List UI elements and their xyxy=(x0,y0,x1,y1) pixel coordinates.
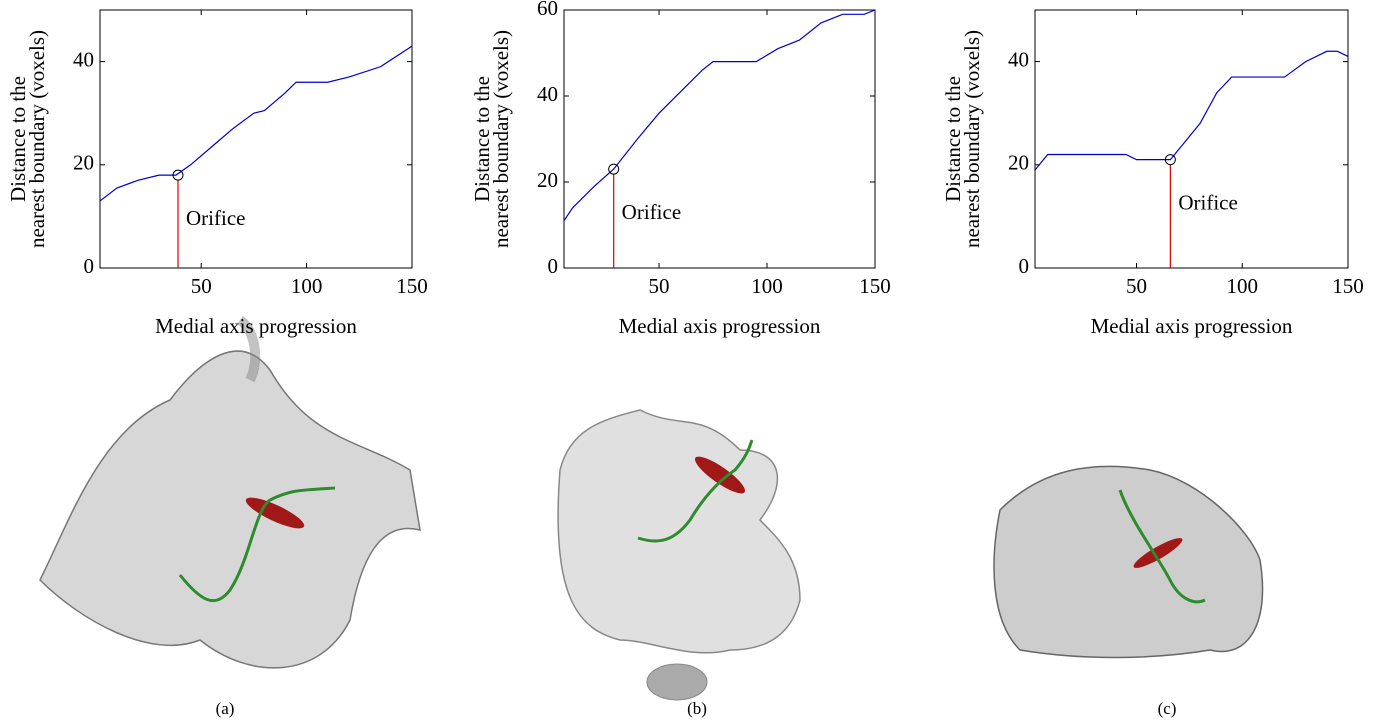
y-axis-label: nearest boundary (voxels) xyxy=(960,30,984,248)
rendering-b xyxy=(558,410,800,700)
y-tick-label: 40 xyxy=(537,82,558,106)
y-tick-label: 0 xyxy=(1019,254,1030,278)
orifice-label: Orifice xyxy=(186,206,245,230)
x-tick-label: 100 xyxy=(291,274,323,298)
caption: (b) xyxy=(687,699,707,718)
figure: 5010015002040Medial axis progressionDist… xyxy=(0,0,1391,728)
x-tick-label: 150 xyxy=(859,274,891,298)
plot-frame xyxy=(100,10,412,268)
x-axis-label: Medial axis progression xyxy=(1091,314,1293,338)
caption: (a) xyxy=(216,699,235,718)
data-line xyxy=(564,10,875,221)
y-axis-label: nearest boundary (voxels) xyxy=(25,30,49,248)
x-tick-label: 100 xyxy=(751,274,783,298)
x-tick-label: 150 xyxy=(1332,274,1364,298)
plot-frame xyxy=(564,10,875,268)
orifice-label: Orifice xyxy=(622,200,681,224)
x-axis-label: Medial axis progression xyxy=(619,314,821,338)
data-line xyxy=(100,46,412,201)
y-tick-label: 0 xyxy=(548,254,559,278)
y-tick-label: 20 xyxy=(73,151,94,175)
x-tick-label: 150 xyxy=(396,274,428,298)
x-tick-label: 50 xyxy=(1126,274,1147,298)
caption: (c) xyxy=(1158,699,1177,718)
data-line xyxy=(1035,51,1348,170)
y-tick-label: 0 xyxy=(84,254,95,278)
x-tick-label: 100 xyxy=(1227,274,1259,298)
y-tick-label: 40 xyxy=(73,47,94,71)
y-axis-label: nearest boundary (voxels) xyxy=(489,30,513,248)
x-axis-label: Medial axis progression xyxy=(155,314,357,338)
plot-frame xyxy=(1035,10,1348,268)
y-tick-label: 20 xyxy=(537,168,558,192)
y-tick-label: 60 xyxy=(537,0,558,20)
rendering-a xyxy=(40,320,420,668)
x-tick-label: 50 xyxy=(191,274,212,298)
orifice-label: Orifice xyxy=(1178,190,1237,214)
renderings xyxy=(40,320,1263,700)
rendering-c xyxy=(994,466,1263,657)
x-tick-label: 50 xyxy=(649,274,670,298)
y-tick-label: 40 xyxy=(1008,47,1029,71)
y-tick-label: 20 xyxy=(1008,151,1029,175)
